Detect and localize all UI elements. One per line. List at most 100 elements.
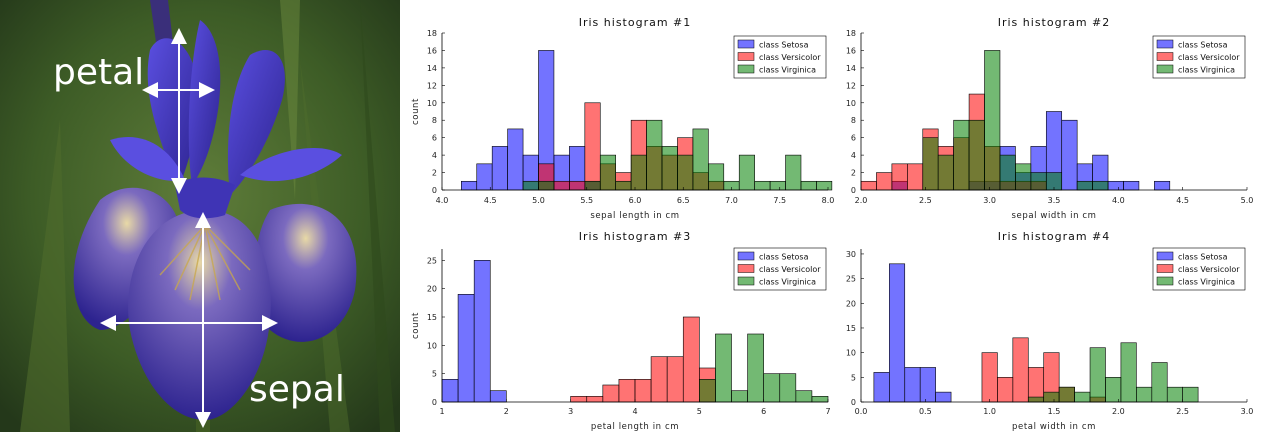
iris-histogram-2: 2.0 2.5 3.0 3.5 4.0 4.5 5.0 0 2 4 6 8 10 12 14 16 18 Iris… bbox=[846, 16, 1254, 221]
x-tick-label: 2 bbox=[504, 407, 509, 416]
legend-swatch-setosa bbox=[737, 251, 755, 261]
bar-virginica bbox=[1043, 391, 1060, 403]
bar-virginica bbox=[1151, 362, 1168, 403]
x-tick-label: 7 bbox=[825, 407, 830, 416]
x-tick-label: 3.5 bbox=[1048, 196, 1061, 205]
y-tick-label: 10 bbox=[846, 349, 856, 358]
x-tick-label: 5 bbox=[697, 407, 702, 416]
legend-swatch-setosa bbox=[1156, 39, 1174, 49]
bar-versicolor bbox=[997, 377, 1014, 403]
bar-virginica bbox=[811, 396, 829, 403]
bar-virginica bbox=[615, 180, 632, 191]
x-tick-label: 5.5 bbox=[580, 196, 593, 205]
bar-virginica bbox=[1166, 386, 1183, 403]
bar-virginica bbox=[646, 119, 663, 191]
bar-virginica bbox=[1074, 391, 1091, 403]
bar-virginica bbox=[677, 154, 694, 191]
x-tick-label: 2.0 bbox=[855, 196, 868, 205]
x-tick-label: 7.0 bbox=[725, 196, 738, 205]
legend-label-versicolor: class Versicolor bbox=[759, 265, 821, 274]
y-tick-label: 0 bbox=[432, 398, 437, 407]
legend-swatch-versicolor bbox=[1156, 264, 1174, 273]
legend-swatch-versicolor bbox=[737, 52, 755, 61]
iris-photo: petal sepal bbox=[0, 0, 400, 432]
bar-versicolor bbox=[569, 180, 586, 191]
y-tick-label: 12 bbox=[427, 81, 437, 90]
bar-virginica bbox=[538, 180, 555, 191]
bar-virginica bbox=[953, 119, 970, 191]
bar-virginica bbox=[968, 119, 985, 191]
iris-petal-center bbox=[188, 20, 221, 185]
y-tick-label: 0 bbox=[851, 398, 856, 407]
x-tick-label: 6 bbox=[761, 407, 766, 416]
bar-setosa bbox=[919, 367, 936, 403]
x-tick-label: 1.0 bbox=[983, 407, 996, 416]
y-tick-label: 2 bbox=[432, 169, 437, 178]
bar-versicolor bbox=[586, 396, 604, 403]
x-tick-label: 2.0 bbox=[1112, 407, 1125, 416]
y-tick-label: 10 bbox=[427, 99, 437, 108]
bar-virginica bbox=[800, 180, 817, 191]
bar-virginica bbox=[747, 333, 764, 403]
bar-virginica bbox=[816, 180, 833, 191]
bar-virginica bbox=[779, 373, 797, 403]
bar-setosa bbox=[489, 390, 507, 403]
y-tick-label: 6 bbox=[851, 134, 856, 143]
legend-label-virginica: class Virginica bbox=[759, 66, 816, 75]
y-tick-label: 6 bbox=[432, 134, 437, 143]
bar-virginica bbox=[1105, 377, 1122, 403]
iris-histogram-1: 4.0 4.5 5.0 5.5 6.0 6.5 7.0 7.5 8.0 0 2 4 6 8 10 12 14 16… bbox=[411, 16, 834, 221]
x-tick-label: 2.5 bbox=[919, 196, 932, 205]
bar-virginica bbox=[661, 146, 678, 191]
x-tick-label: 0.5 bbox=[919, 407, 932, 416]
bar-setosa bbox=[873, 372, 890, 403]
bar-virginica bbox=[715, 333, 732, 403]
x-tick-label: 8.0 bbox=[822, 196, 835, 205]
iris-histogram-3: 1 2 3 4 5 6 7 0 5 10 15 20 25 Iris histogram #3 petal … bbox=[411, 230, 831, 432]
bar-setosa bbox=[935, 391, 952, 403]
bar-virginica bbox=[763, 373, 781, 403]
y-tick-label: 15 bbox=[846, 324, 856, 333]
bar-versicolor bbox=[682, 316, 700, 403]
x-tick-label: 5.0 bbox=[532, 196, 545, 205]
chart-title: Iris histogram #3 bbox=[579, 230, 692, 243]
iris-fall-right bbox=[240, 147, 342, 182]
bar-virginica bbox=[731, 390, 748, 403]
x-tick-label: 3.0 bbox=[983, 196, 996, 205]
x-tick-label: 6.0 bbox=[629, 196, 642, 205]
legend-swatch-virginica bbox=[737, 276, 755, 286]
x-tick-label: 3.0 bbox=[1241, 407, 1254, 416]
bar-virginica bbox=[754, 180, 771, 191]
bar-virginica bbox=[692, 128, 709, 191]
bar-virginica bbox=[922, 137, 939, 191]
legend: class Setosa class Versicolor class Virgin… bbox=[733, 247, 827, 291]
bar-virginica bbox=[984, 50, 1001, 191]
legend-label-setosa: class Setosa bbox=[759, 41, 809, 50]
bar-setosa bbox=[1123, 180, 1140, 191]
x-tick-label: 1 bbox=[439, 407, 444, 416]
bar-virginica bbox=[708, 163, 725, 191]
bar-virginica bbox=[738, 154, 755, 191]
y-tick-label: 12 bbox=[846, 81, 856, 90]
bar-setosa bbox=[441, 379, 459, 403]
x-tick-label: 4.5 bbox=[1176, 196, 1189, 205]
bar-setosa bbox=[889, 263, 906, 403]
x-tick-label: 5.0 bbox=[1241, 196, 1254, 205]
legend-label-virginica: class Virginica bbox=[1178, 278, 1235, 287]
x-tick-label: 4.0 bbox=[436, 196, 449, 205]
legend-swatch-setosa bbox=[737, 39, 755, 49]
legend: class Setosa class Versicolor class Virgin… bbox=[1152, 247, 1246, 291]
legend-swatch-virginica bbox=[1156, 276, 1174, 286]
x-tick-label: 7.5 bbox=[773, 196, 786, 205]
histogram-grid: 4.0 4.5 5.0 5.5 6.0 6.5 7.0 7.5 8.00246810121416… bbox=[411, 16, 1254, 432]
x-tick-label: 6.5 bbox=[677, 196, 690, 205]
y-tick-label: 8 bbox=[851, 116, 856, 125]
legend-swatch-versicolor bbox=[737, 264, 755, 273]
bar-setosa bbox=[460, 180, 478, 191]
bar-versicolor bbox=[981, 352, 998, 403]
y-tick-label: 18 bbox=[427, 29, 437, 38]
bar-versicolor bbox=[860, 180, 877, 191]
y-tick-label: 25 bbox=[427, 256, 437, 265]
bar-setosa bbox=[491, 146, 508, 191]
y-tick-label: 4 bbox=[851, 151, 856, 160]
